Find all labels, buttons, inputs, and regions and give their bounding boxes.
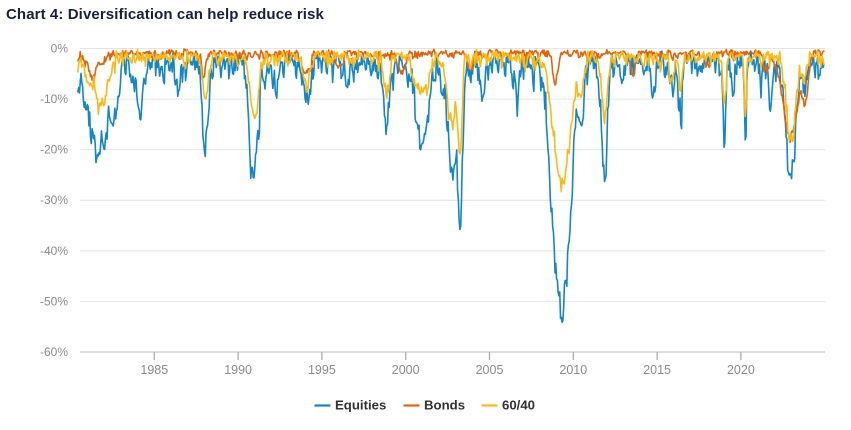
svg-text:1985: 1985 bbox=[140, 363, 168, 377]
svg-text:1995: 1995 bbox=[308, 363, 336, 377]
svg-text:2020: 2020 bbox=[727, 363, 755, 377]
svg-text:-20%: -20% bbox=[40, 143, 68, 157]
svg-text:2000: 2000 bbox=[392, 363, 420, 377]
svg-text:2005: 2005 bbox=[476, 363, 504, 377]
svg-text:Bonds: Bonds bbox=[424, 398, 465, 413]
svg-text:-50%: -50% bbox=[40, 294, 68, 308]
svg-text:2010: 2010 bbox=[559, 363, 587, 377]
svg-text:1990: 1990 bbox=[224, 363, 252, 377]
svg-text:0%: 0% bbox=[51, 42, 69, 56]
svg-text:2015: 2015 bbox=[643, 363, 671, 377]
svg-text:-30%: -30% bbox=[40, 193, 68, 207]
svg-text:-60%: -60% bbox=[40, 345, 68, 359]
svg-text:-40%: -40% bbox=[40, 244, 68, 258]
svg-text:Equities: Equities bbox=[335, 398, 386, 413]
svg-text:60/40: 60/40 bbox=[502, 398, 535, 413]
svg-text:-10%: -10% bbox=[40, 92, 68, 106]
